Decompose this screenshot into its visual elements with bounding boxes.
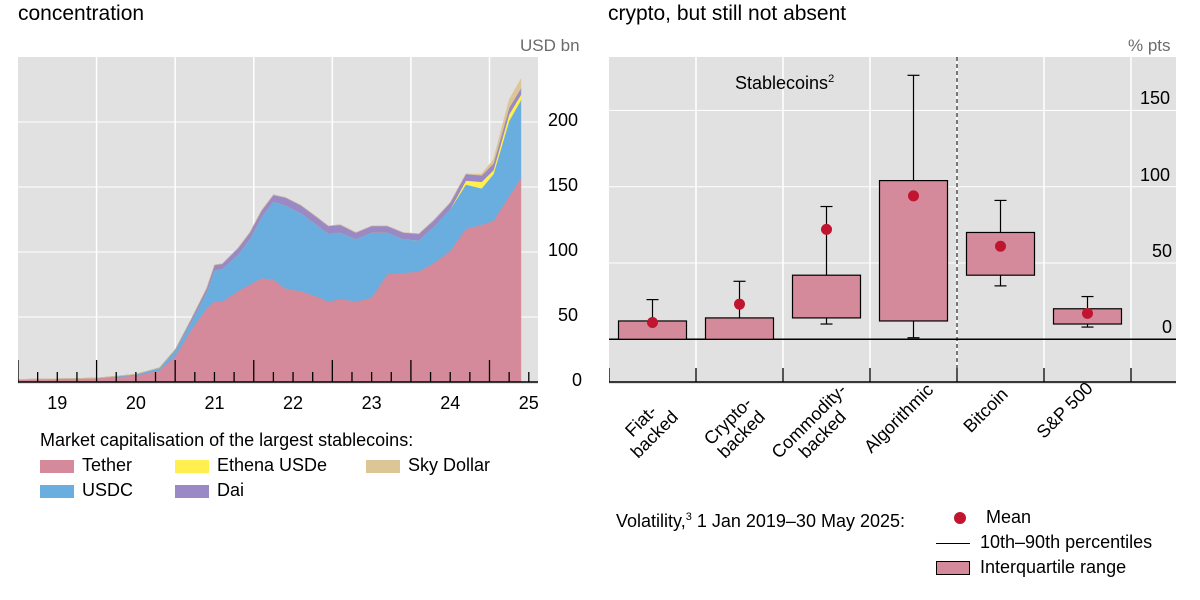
legend-item-sky-dollar: Sky Dollar <box>366 453 490 478</box>
legend-percentile-line-icon <box>936 542 970 544</box>
legend-label-iqr: Interquartile range <box>980 557 1127 577</box>
legend-swatch-ethena <box>175 459 209 473</box>
volatility-box-chart <box>609 57 1176 384</box>
right-legend-title-text: Volatility, <box>616 511 686 531</box>
left-x-tick-label: 25 <box>518 393 539 413</box>
legend-iqr-box-icon <box>936 561 970 576</box>
left-y-tick-label: 0 <box>572 370 583 390</box>
right-unit-label: % pts <box>1128 36 1171 55</box>
legend-item-mean: Mean <box>946 505 1031 530</box>
mean-dot <box>647 316 658 328</box>
mean-dot <box>908 190 919 202</box>
right-legend-title-sup: 3 <box>685 511 692 523</box>
stablecoins-annotation: Stablecoins2 <box>735 73 834 94</box>
left-x-tick-label: 21 <box>204 393 225 413</box>
left-x-tick-label: 24 <box>440 393 461 413</box>
stablecoins-annotation-text: Stablecoins <box>735 73 829 93</box>
left-y-tick-label: 150 <box>548 175 579 195</box>
left-unit-label: USD bn <box>520 36 580 55</box>
legend-swatch-usdc <box>40 484 74 498</box>
left-x-tick-label: 22 <box>283 393 304 413</box>
left-x-tick-label: 23 <box>361 393 382 413</box>
legend-item-tether: Tether <box>40 453 132 478</box>
legend-item-percentiles: 10th–90th percentiles <box>936 530 1152 555</box>
right-legend-period: 1 Jan 2019–30 May 2025: <box>696 511 906 531</box>
right-y-tick-label: 100 <box>1140 164 1171 185</box>
left-legend: Market capitalisation of the largest sta… <box>40 428 560 503</box>
legend-mean-dot-icon <box>954 512 966 525</box>
legend-item-dai: Dai <box>175 478 244 503</box>
right-y-tick-label: 0 <box>1162 317 1173 338</box>
mean-dot <box>995 240 1006 252</box>
left-y-tick-label: 50 <box>558 305 579 325</box>
iqr-box <box>878 179 949 322</box>
mean-dot <box>734 298 745 310</box>
right-legend: Volatility,3 1 Jan 2019–30 May 2025: Mea… <box>616 505 1186 585</box>
legend-label-mean: Mean <box>986 507 1032 527</box>
right-y-tick-label: 150 <box>1140 88 1171 109</box>
legend-item-ethena: Ethena USDe <box>175 453 327 478</box>
legend-label-dai: Dai <box>217 480 245 500</box>
legend-label-tether: Tether <box>82 455 133 475</box>
left-x-tick-label: 19 <box>47 393 68 413</box>
mean-dot <box>821 223 832 235</box>
left-y-tick-label: 100 <box>548 240 579 260</box>
left-chart-title: concentration <box>18 2 145 25</box>
left-legend-title: Market capitalisation of the largest sta… <box>40 430 414 450</box>
legend-label-usdc: USDC <box>82 480 134 500</box>
legend-label-sky-dollar: Sky Dollar <box>408 455 491 475</box>
area-series-sky-dollar <box>18 77 522 380</box>
legend-label-ethena: Ethena USDe <box>217 455 328 475</box>
legend-swatch-dai <box>175 484 209 498</box>
right-chart-title: crypto, but still not absent <box>608 2 847 25</box>
right-legend-title: Volatility,3 1 Jan 2019–30 May 2025: <box>616 505 905 534</box>
left-x-tick-label: 20 <box>125 393 146 413</box>
right-y-tick-label: 50 <box>1152 240 1173 261</box>
left-y-tick-label: 200 <box>548 110 579 130</box>
iqr-box <box>791 274 862 319</box>
iqr-box <box>704 317 775 340</box>
stablecoins-annotation-sup: 2 <box>828 73 835 85</box>
mean-dot <box>1082 307 1093 319</box>
legend-item-iqr: Interquartile range <box>936 555 1126 580</box>
legend-label-percentiles: 10th–90th percentiles <box>980 532 1153 552</box>
legend-swatch-sky-dollar <box>366 459 400 473</box>
iqr-box <box>965 231 1036 276</box>
legend-item-usdc: USDC <box>40 478 133 503</box>
legend-swatch-tether <box>40 459 74 473</box>
stablecoin-market-cap-chart <box>18 57 538 384</box>
